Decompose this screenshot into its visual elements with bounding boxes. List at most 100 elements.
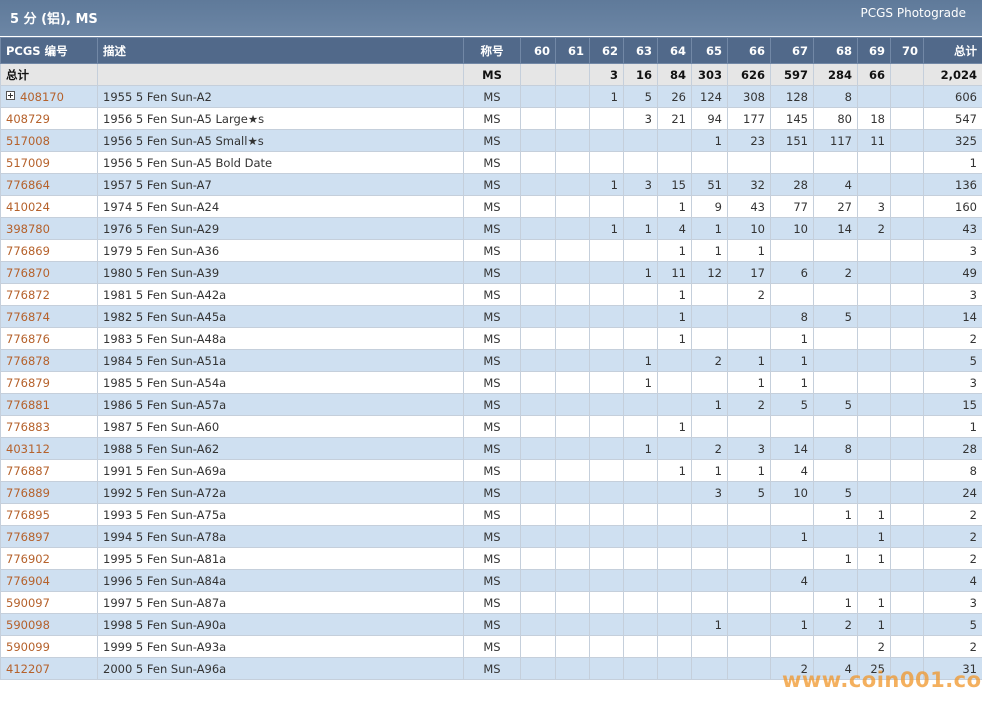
photograde-link[interactable]: PCGS Photograde [860, 6, 966, 20]
pcgs-code-link[interactable]: 776878 [6, 353, 50, 368]
cell: 1 [813, 591, 858, 614]
column-header: 63 [623, 37, 658, 64]
cell [520, 327, 556, 350]
cell: 776881 [0, 393, 98, 416]
cell [520, 591, 556, 614]
cell: 590099 [0, 635, 98, 658]
cell: 1998 5 Fen Sun-A90a [97, 613, 464, 636]
cell: 5 [770, 393, 814, 416]
pcgs-code-link[interactable]: 776870 [6, 265, 50, 280]
cell: 4 [657, 217, 692, 240]
pcgs-code-link[interactable]: 776883 [6, 419, 50, 434]
cell [623, 129, 658, 152]
data-row: 398780 1976 5 Fen Sun-A29 MS 1 1 4 1 10 10 14 2 43 [0, 217, 982, 240]
cell: 1 [589, 217, 624, 240]
cell [555, 107, 590, 130]
cell: MS [463, 327, 521, 350]
cell [555, 503, 590, 526]
cell [623, 195, 658, 218]
pcgs-code-link[interactable]: 776872 [6, 287, 50, 302]
cell: 1 [623, 261, 658, 284]
cell [520, 437, 556, 460]
cell: 308 [727, 85, 771, 108]
pcgs-code-link[interactable]: 776864 [6, 177, 50, 192]
cell: 160 [923, 195, 982, 218]
cell [727, 327, 771, 350]
cell: 84 [657, 63, 692, 86]
pcgs-code-link[interactable]: 412207 [6, 661, 50, 676]
pcgs-code-link[interactable]: 776887 [6, 463, 50, 478]
pcgs-code-link[interactable]: 776881 [6, 397, 50, 412]
pcgs-code-link[interactable]: 398780 [6, 221, 50, 236]
cell: 1986 5 Fen Sun-A57a [97, 393, 464, 416]
cell: 1 [727, 371, 771, 394]
pcgs-code-link[interactable]: 403112 [6, 441, 50, 456]
expand-icon[interactable] [6, 90, 15, 100]
cell: 17 [727, 261, 771, 284]
cell: 4 [923, 569, 982, 592]
cell: MS [463, 195, 521, 218]
cell: 1982 5 Fen Sun-A45a [97, 305, 464, 328]
cell: 21 [657, 107, 692, 130]
cell [657, 525, 692, 548]
cell [890, 217, 924, 240]
pcgs-code-link[interactable]: 590098 [6, 617, 50, 632]
cell: 2 [923, 525, 982, 548]
pcgs-code-link[interactable]: 776869 [6, 243, 50, 258]
cell: 398780 [0, 217, 98, 240]
cell: 2 [923, 635, 982, 658]
pcgs-code-link[interactable]: 776879 [6, 375, 50, 390]
cell [623, 503, 658, 526]
cell [813, 327, 858, 350]
cell: 3 [589, 63, 624, 86]
cell: 31 [923, 657, 982, 680]
cell [691, 657, 728, 680]
cell: 1980 5 Fen Sun-A39 [97, 261, 464, 284]
cell [691, 591, 728, 614]
pcgs-code-link[interactable]: 517008 [6, 133, 50, 148]
pcgs-code-link[interactable]: 410024 [6, 199, 50, 214]
pcgs-code-link[interactable]: 776889 [6, 485, 50, 500]
cell: 26 [657, 85, 692, 108]
cell: 412207 [0, 657, 98, 680]
pcgs-code-link[interactable]: 408170 [20, 89, 64, 104]
cell [555, 129, 590, 152]
cell [589, 283, 624, 306]
pcgs-code-link[interactable]: 776897 [6, 529, 50, 544]
cell: 总计 [0, 63, 98, 86]
cell [770, 503, 814, 526]
cell [890, 151, 924, 174]
cell: 1 [770, 349, 814, 372]
column-header: 69 [857, 37, 891, 64]
pcgs-code-link[interactable]: 776895 [6, 507, 50, 522]
cell: MS [463, 503, 521, 526]
cell [770, 591, 814, 614]
pcgs-code-link[interactable]: 408729 [6, 111, 50, 126]
pcgs-code-link[interactable]: 776876 [6, 331, 50, 346]
cell: 1 [657, 195, 692, 218]
cell: 1 [857, 613, 891, 636]
cell [657, 613, 692, 636]
pcgs-code-link[interactable]: 776902 [6, 551, 50, 566]
cell [520, 283, 556, 306]
pcgs-code-link[interactable]: 776874 [6, 309, 50, 324]
pcgs-code-link[interactable]: 590097 [6, 595, 50, 610]
column-header: 66 [727, 37, 771, 64]
cell [657, 437, 692, 460]
pcgs-code-link[interactable]: 776904 [6, 573, 50, 588]
data-row: 403112 1988 5 Fen Sun-A62 MS 1 2 3 14 8 28 [0, 437, 982, 460]
column-header: 70 [890, 37, 924, 64]
cell [857, 371, 891, 394]
cell [589, 459, 624, 482]
cell: 1 [657, 327, 692, 350]
pcgs-code-link[interactable]: 517009 [6, 155, 50, 170]
cell: 1992 5 Fen Sun-A72a [97, 481, 464, 504]
cell [691, 503, 728, 526]
cell [589, 525, 624, 548]
pcgs-code-link[interactable]: 590099 [6, 639, 50, 654]
cell [623, 239, 658, 262]
cell: 776897 [0, 525, 98, 548]
cell: 1987 5 Fen Sun-A60 [97, 415, 464, 438]
cell: 776902 [0, 547, 98, 570]
cell: 3 [923, 239, 982, 262]
